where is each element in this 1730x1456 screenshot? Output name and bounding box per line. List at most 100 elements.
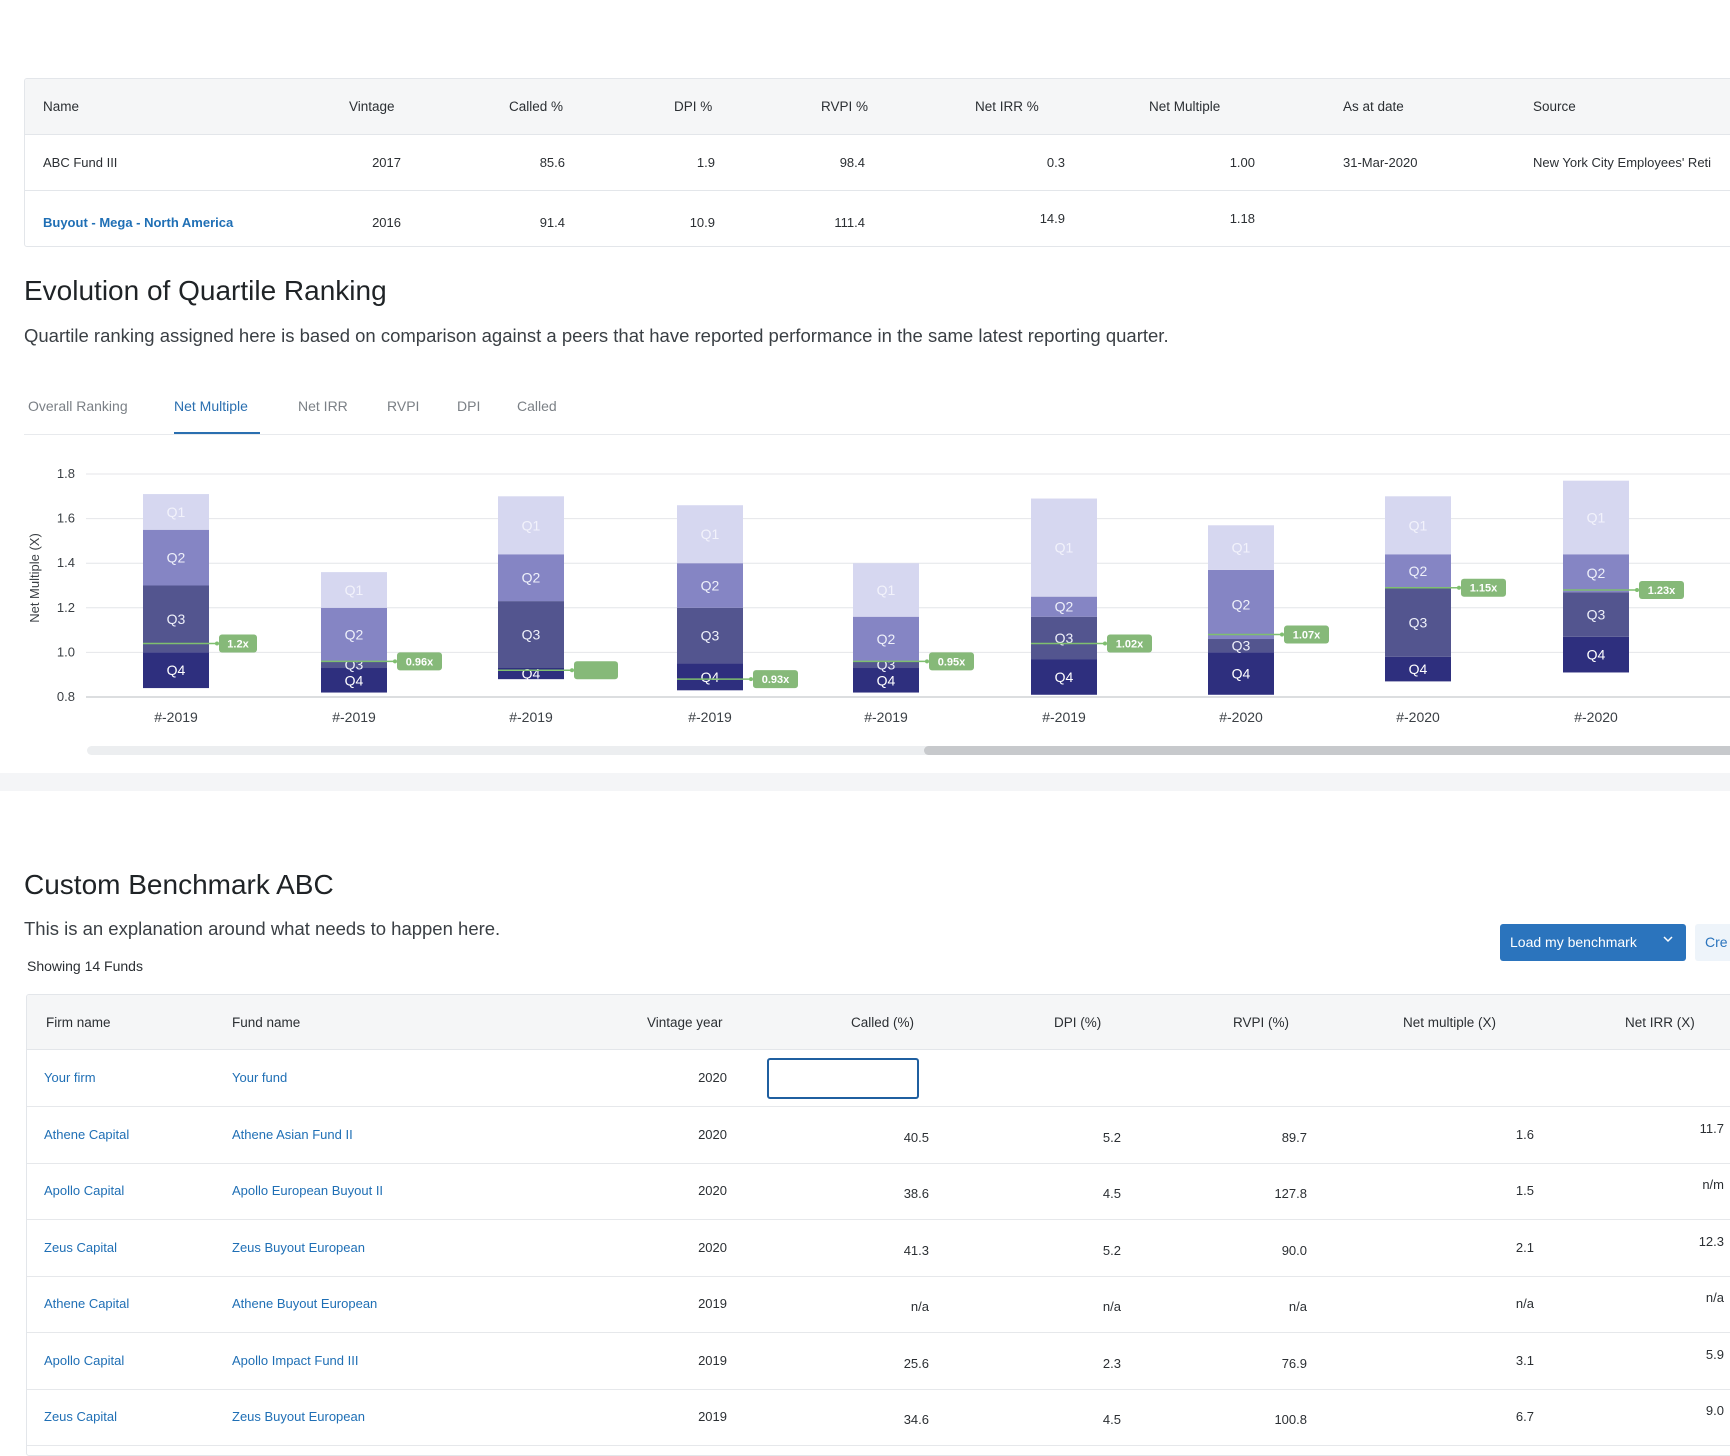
bar-segment-q1[interactable]	[1385, 496, 1451, 555]
load-benchmark-label: Load my benchmark	[1510, 934, 1637, 950]
bar-segment-q1[interactable]	[677, 505, 743, 564]
col-header-called[interactable]: Called %	[509, 99, 564, 114]
col-header-rvpi[interactable]: RVPI %	[821, 99, 869, 114]
bar-segment-q2[interactable]	[321, 607, 387, 662]
bar-segment-q1[interactable]	[1031, 498, 1097, 597]
firm-name-link[interactable]: Apollo Capital	[44, 1352, 125, 1368]
chart-scrollbar-thumb[interactable]	[924, 746, 1730, 755]
bar-segment-q4[interactable]	[1563, 636, 1629, 673]
bar-segment-q3[interactable]	[1031, 616, 1097, 660]
load-benchmark-button[interactable]: Load my benchmark	[1500, 924, 1686, 961]
rvpi-value: 89.7	[1281, 1129, 1307, 1145]
col-header-dpi[interactable]: DPI (%)	[1054, 1015, 1102, 1030]
bar-segment-q3[interactable]	[498, 601, 564, 669]
net-multiple-value: 1.6	[1515, 1126, 1534, 1142]
segment-label: Q4	[1232, 666, 1251, 682]
fund-marker-dot	[749, 677, 753, 682]
col-header-name[interactable]: Name	[43, 99, 80, 114]
rvpi-value: 76.9	[1281, 1355, 1307, 1371]
tab-net-irr[interactable]: Net IRR	[298, 398, 348, 414]
bar-segment-q4[interactable]	[1031, 659, 1097, 695]
bar-segment-q4[interactable]	[1385, 656, 1451, 682]
x-tick-label: #-2019	[509, 709, 553, 725]
bar-segment-q4[interactable]	[853, 668, 919, 693]
net-multiple-value: 6.7	[1515, 1409, 1534, 1424]
bar-segment-q1[interactable]	[1208, 525, 1274, 570]
bar-segment-q2[interactable]	[143, 529, 209, 586]
firm-name-link[interactable]: Athene Capital	[44, 1126, 130, 1142]
firm-name-link[interactable]: Your firm	[44, 1070, 96, 1085]
fund-marker-dot	[1457, 585, 1461, 590]
table-row: Athene Capital Athene Buyout European 2019…	[27, 1276, 1730, 1333]
bar-segment-q4[interactable]	[143, 652, 209, 689]
fund-name-link[interactable]: Your fund	[232, 1070, 288, 1085]
segment-label: Q1	[1409, 517, 1428, 533]
bar-segment-q2[interactable]	[1563, 554, 1629, 593]
vintage-year-value: 2019	[698, 1352, 727, 1368]
funds-count: Showing 14 Funds	[27, 958, 143, 974]
bar-segment-q2[interactable]	[498, 554, 564, 602]
called-input[interactable]	[767, 1058, 919, 1099]
y-tick-label: 1.4	[57, 555, 75, 570]
bar-segment-q1[interactable]	[321, 572, 387, 608]
col-header-source[interactable]: Source	[1533, 99, 1576, 114]
firm-name-link[interactable]: Apollo Capital	[44, 1183, 125, 1198]
col-header-net-multiple[interactable]: Net multiple (X)	[1403, 1015, 1497, 1030]
fund-name-link[interactable]: Apollo Impact Fund III	[232, 1352, 359, 1368]
bar-segment-q3[interactable]	[853, 661, 919, 669]
bar-segment-q1[interactable]	[143, 494, 209, 530]
bar-segment-q2[interactable]	[1031, 596, 1097, 617]
bar-segment-q1[interactable]	[1563, 480, 1629, 555]
bar-segment-q2[interactable]	[1208, 569, 1274, 640]
create-benchmark-button[interactable]: Cre	[1695, 924, 1730, 961]
benchmark-table: Firm name Fund name Vintage year Called …	[26, 994, 1730, 1456]
firm-name-link[interactable]: Zeus Capital	[44, 1239, 117, 1255]
segment-label: Q2	[167, 550, 186, 566]
fund-name-link[interactable]: Athene Buyout European	[232, 1296, 378, 1311]
bar-segment-q3[interactable]	[1385, 587, 1451, 657]
bar-segment-q4[interactable]	[321, 668, 387, 693]
tab-overall-ranking[interactable]: Overall Ranking	[28, 398, 128, 414]
bar-segment-q3[interactable]	[677, 607, 743, 664]
tab-net-multiple[interactable]: Net Multiple	[174, 398, 248, 414]
fund-name-link[interactable]: Zeus Buyout European	[232, 1409, 365, 1424]
firm-name-link[interactable]: Zeus Capital	[44, 1409, 117, 1424]
col-header-as-at-date[interactable]: As at date	[1343, 99, 1404, 114]
col-header-dpi[interactable]: DPI %	[674, 99, 713, 114]
x-tick-label: #-2019	[864, 709, 908, 725]
bar-segment-q2[interactable]	[1385, 554, 1451, 588]
col-header-called[interactable]: Called (%)	[851, 1015, 915, 1030]
bar-segment-q2[interactable]	[853, 616, 919, 662]
bar-segment-q4[interactable]	[677, 663, 743, 691]
table-row: Apollo Capital Apollo European Buyout II 2…	[27, 1163, 1730, 1220]
col-header-net-irr[interactable]: Net IRR (X)	[1625, 1015, 1695, 1030]
bar-segment-q3[interactable]	[1563, 592, 1629, 637]
segment-label: Q3	[1055, 630, 1074, 646]
bar-segment-q1[interactable]	[853, 563, 919, 617]
col-header-vintage-year[interactable]: Vintage year	[647, 1015, 723, 1030]
fund-name-link[interactable]: Athene Asian Fund II	[232, 1126, 353, 1142]
firm-name-link[interactable]: Athene Capital	[44, 1296, 130, 1311]
col-header-fund-name[interactable]: Fund name	[232, 1015, 301, 1030]
fund-name-link[interactable]: Apollo European Buyout II	[232, 1183, 384, 1198]
fund-value-label: 0.95x	[938, 656, 966, 668]
bar-segment-q3[interactable]	[1208, 639, 1274, 653]
col-header-net-multiple[interactable]: Net Multiple	[1149, 99, 1221, 114]
tab-rvpi[interactable]: RVPI	[387, 398, 420, 414]
vintage-year-value: 2020	[698, 1183, 727, 1198]
col-header-rvpi[interactable]: RVPI (%)	[1233, 1015, 1290, 1030]
bar-segment-q2[interactable]	[677, 563, 743, 608]
bar-segment-q3[interactable]	[321, 661, 387, 669]
active-tab-indicator	[174, 432, 260, 434]
bar-segment-q3[interactable]	[143, 585, 209, 653]
col-header-net-irr[interactable]: Net IRR %	[975, 99, 1039, 114]
bar-segment-q4[interactable]	[498, 668, 564, 680]
benchmark-name-link[interactable]: Buyout - Mega - North America	[43, 215, 234, 230]
tab-dpi[interactable]: DPI	[457, 398, 481, 414]
tab-called[interactable]: Called	[517, 398, 557, 414]
fund-name-link[interactable]: Zeus Buyout European	[232, 1239, 365, 1255]
bar-segment-q4[interactable]	[1208, 652, 1274, 695]
col-header-firm-name[interactable]: Firm name	[46, 1015, 111, 1030]
col-header-vintage[interactable]: Vintage	[349, 99, 395, 114]
bar-segment-q1[interactable]	[498, 496, 564, 555]
